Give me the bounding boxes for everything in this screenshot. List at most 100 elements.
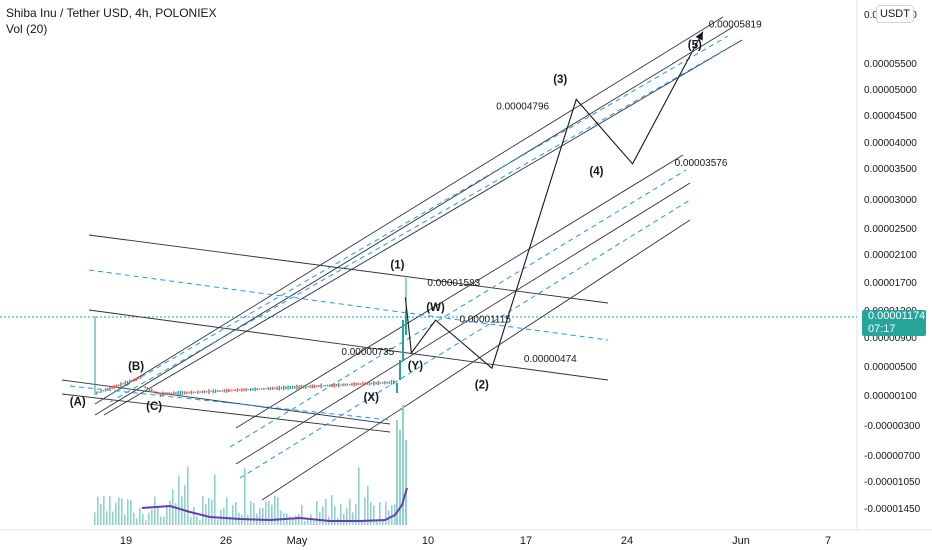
channel-dashed-line — [109, 47, 729, 403]
channel-line — [61, 393, 391, 433]
time-tick-label: May — [287, 535, 308, 547]
price-candle — [151, 388, 153, 393]
price-candle — [373, 381, 375, 386]
price-candle — [269, 386, 272, 391]
volume-bar — [202, 495, 204, 525]
price-candle — [100, 390, 102, 393]
price-candle — [340, 384, 342, 386]
volume-bar — [166, 506, 168, 525]
price-candle — [300, 384, 302, 389]
price-candle — [296, 384, 298, 390]
wave-label: (3) — [553, 74, 567, 86]
volume-bar — [181, 496, 183, 525]
price-candle — [287, 385, 289, 390]
price-candle — [131, 379, 133, 382]
price-candle — [111, 386, 113, 390]
volume-bar — [316, 500, 318, 525]
elliott-wave-projection — [404, 31, 704, 370]
price-candle — [247, 389, 250, 391]
price-candle — [338, 382, 340, 388]
volume-bar — [178, 475, 180, 525]
price-candle — [305, 384, 307, 390]
channel-line — [61, 379, 391, 425]
volume-bar — [124, 514, 126, 525]
volume-bar — [244, 468, 246, 525]
price-candle — [261, 388, 263, 390]
volume-bar — [169, 500, 171, 525]
volume-bar — [349, 499, 351, 525]
channel-dashed-line — [229, 169, 687, 448]
price-candle — [208, 389, 210, 394]
price-candle — [170, 392, 173, 395]
price-tick-label: 0.00004000 — [864, 138, 917, 149]
price-candle — [120, 382, 122, 387]
price-candle — [197, 390, 199, 394]
price-candle — [371, 382, 373, 385]
wave-label: (1) — [390, 260, 404, 272]
volume-bar — [373, 505, 375, 525]
price-candle — [298, 385, 300, 389]
price-tick-label: -0.00001050 — [864, 477, 921, 488]
volume-bar — [232, 505, 234, 525]
price-candle — [360, 383, 362, 385]
wave-label: (4) — [589, 166, 603, 178]
volume-bar — [331, 495, 333, 525]
channel-line — [235, 182, 691, 465]
price-candle — [124, 380, 126, 386]
price-candle — [313, 384, 316, 389]
volume-bar — [196, 516, 198, 525]
volume-bar — [229, 516, 231, 525]
volume-bar — [187, 466, 189, 525]
price-candle — [232, 389, 234, 392]
volume-bar — [355, 503, 357, 525]
last-price-badge: 0.00001174 07:17 — [862, 310, 926, 336]
price-axis-labels: 0.000060000.000055000.000050000.00004500… — [864, 10, 921, 515]
price-candle — [331, 383, 333, 388]
time-tick-label: 19 — [120, 535, 132, 547]
price-annotation: 0.00001583 — [427, 278, 480, 289]
price-candle — [155, 391, 157, 395]
price-candle — [252, 388, 254, 391]
price-candle — [307, 386, 309, 388]
price-candle — [118, 384, 120, 387]
price-candle — [137, 377, 140, 380]
currency-button[interactable]: USDT — [876, 5, 914, 23]
volume-bar — [358, 467, 360, 525]
price-candle — [316, 385, 318, 388]
price-candle — [102, 390, 104, 392]
channel-line — [103, 39, 743, 416]
price-candle — [173, 391, 175, 396]
projection-arrow-head — [695, 31, 703, 41]
price-candle — [214, 389, 217, 394]
volume-bar — [208, 498, 210, 525]
volume-bar — [175, 503, 177, 525]
price-candle — [357, 382, 360, 386]
volume-indicator-label[interactable]: Vol (20) — [6, 22, 48, 36]
price-candle — [98, 391, 100, 393]
volume-bar — [396, 420, 398, 525]
price-candle — [166, 392, 168, 396]
volume-bar — [379, 501, 381, 525]
price-annotations: 0.00005819 0.00004796 0.00003576 0.00001583… — [341, 20, 762, 365]
volume-bar — [94, 512, 96, 525]
time-tick-label: 7 — [825, 535, 831, 547]
price-candle — [384, 381, 386, 385]
price-annotation: 0.00000474 — [524, 354, 577, 365]
volume-bar — [346, 507, 348, 525]
price-candle — [366, 382, 368, 385]
volume-bar — [325, 499, 327, 525]
wave-label: (X) — [364, 392, 380, 404]
price-candle — [221, 390, 223, 392]
last-price-value: 0.00001174 — [868, 310, 926, 322]
price-tick-label: -0.00000700 — [864, 451, 921, 462]
price-candle — [188, 391, 190, 394]
symbol-title[interactable]: Shiba Inu / Tether USD, 4h, POLONIEX — [6, 6, 217, 20]
price-candle — [109, 386, 111, 391]
time-axis-labels: 19 26 May 10 17 24 Jun 7 — [120, 535, 831, 547]
price-candle — [364, 382, 366, 386]
price-candle — [157, 393, 159, 395]
volume-bar — [385, 501, 387, 525]
volume-bar — [259, 508, 261, 525]
